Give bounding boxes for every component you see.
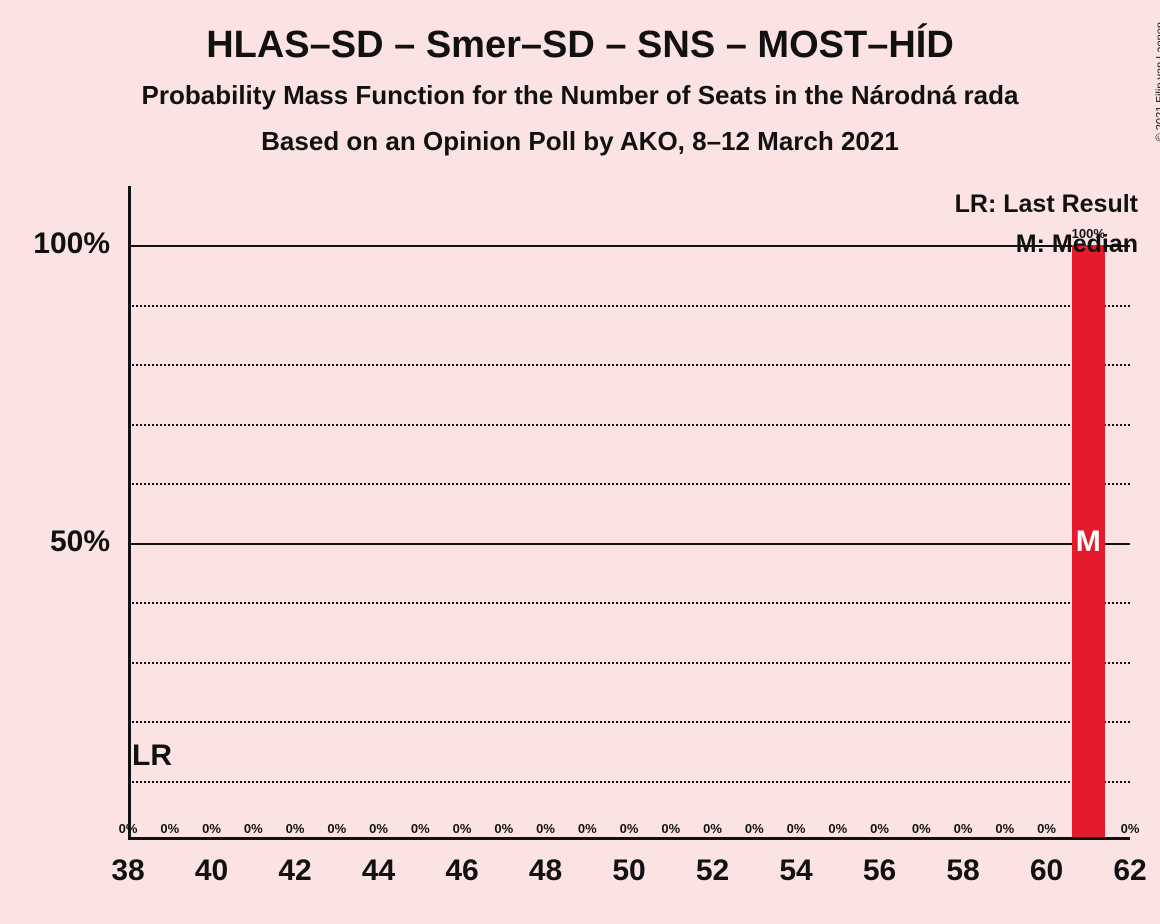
bar-value-label: 0% (859, 821, 901, 836)
gridline-minor (128, 781, 1130, 783)
x-tick-label: 60 (1005, 854, 1089, 888)
bar-value-label: 0% (274, 821, 316, 836)
bar-value-label: 0% (984, 821, 1026, 836)
x-tick-label: 48 (504, 854, 588, 888)
x-tick-label: 44 (337, 854, 421, 888)
x-axis (128, 837, 1130, 840)
bar-value-label: 0% (566, 821, 608, 836)
x-tick-label: 56 (838, 854, 922, 888)
bar-value-label: 0% (733, 821, 775, 836)
x-tick-label: 46 (420, 854, 504, 888)
gridline-major (128, 543, 1130, 545)
gridline-minor (128, 424, 1130, 426)
chart-subtitle-1: Probability Mass Function for the Number… (0, 80, 1160, 111)
x-tick-label: 52 (671, 854, 755, 888)
last-result-marker: LR (132, 739, 172, 773)
bar-value-label: 0% (316, 821, 358, 836)
gridline-minor (128, 364, 1130, 366)
bar-value-label: 0% (149, 821, 191, 836)
bar-value-label: 0% (817, 821, 859, 836)
x-tick-label: 50 (587, 854, 671, 888)
bar-value-label: 0% (483, 821, 525, 836)
legend-m: M: Median (1016, 230, 1138, 259)
legend-lr: LR: Last Result (955, 190, 1138, 219)
bar-value-label: 0% (399, 821, 441, 836)
bar-value-label: 0% (191, 821, 233, 836)
bar-value-label: 0% (1109, 821, 1151, 836)
x-tick-label: 62 (1088, 854, 1160, 888)
bar-value-label: 0% (358, 821, 400, 836)
y-axis (128, 186, 131, 840)
chart-title: HLAS–SD – Smer–SD – SNS – MOST–HÍD (0, 24, 1160, 67)
bar-value-label: 0% (900, 821, 942, 836)
y-tick-label: 100% (0, 227, 110, 261)
x-tick-label: 38 (86, 854, 170, 888)
y-tick-label: 50% (0, 525, 110, 559)
x-tick-label: 54 (754, 854, 838, 888)
chart-subtitle-2: Based on an Opinion Poll by AKO, 8–12 Ma… (0, 126, 1160, 157)
x-tick-label: 40 (170, 854, 254, 888)
gridline-minor (128, 483, 1130, 485)
bar-value-label: 0% (232, 821, 274, 836)
bar-value-label: 0% (608, 821, 650, 836)
bar-value-label: 0% (525, 821, 567, 836)
x-tick-label: 42 (253, 854, 337, 888)
plot-area: 0%0%0%0%0%0%0%0%0%0%0%0%0%0%0%0%0%0%0%0%… (128, 186, 1130, 840)
bar-value-label: 0% (650, 821, 692, 836)
gridline-major (128, 245, 1130, 247)
median-marker: M (1072, 525, 1105, 559)
gridline-minor (128, 602, 1130, 604)
gridline-minor (128, 305, 1130, 307)
bar-value-label: 0% (1026, 821, 1068, 836)
x-tick-label: 58 (921, 854, 1005, 888)
bar-value-label: 0% (692, 821, 734, 836)
bar-value-label: 0% (942, 821, 984, 836)
copyright-text: © 2021 Filip van Laenen (1154, 22, 1160, 141)
bar-value-label: 0% (775, 821, 817, 836)
gridline-minor (128, 662, 1130, 664)
gridline-minor (128, 721, 1130, 723)
bar-value-label: 0% (441, 821, 483, 836)
